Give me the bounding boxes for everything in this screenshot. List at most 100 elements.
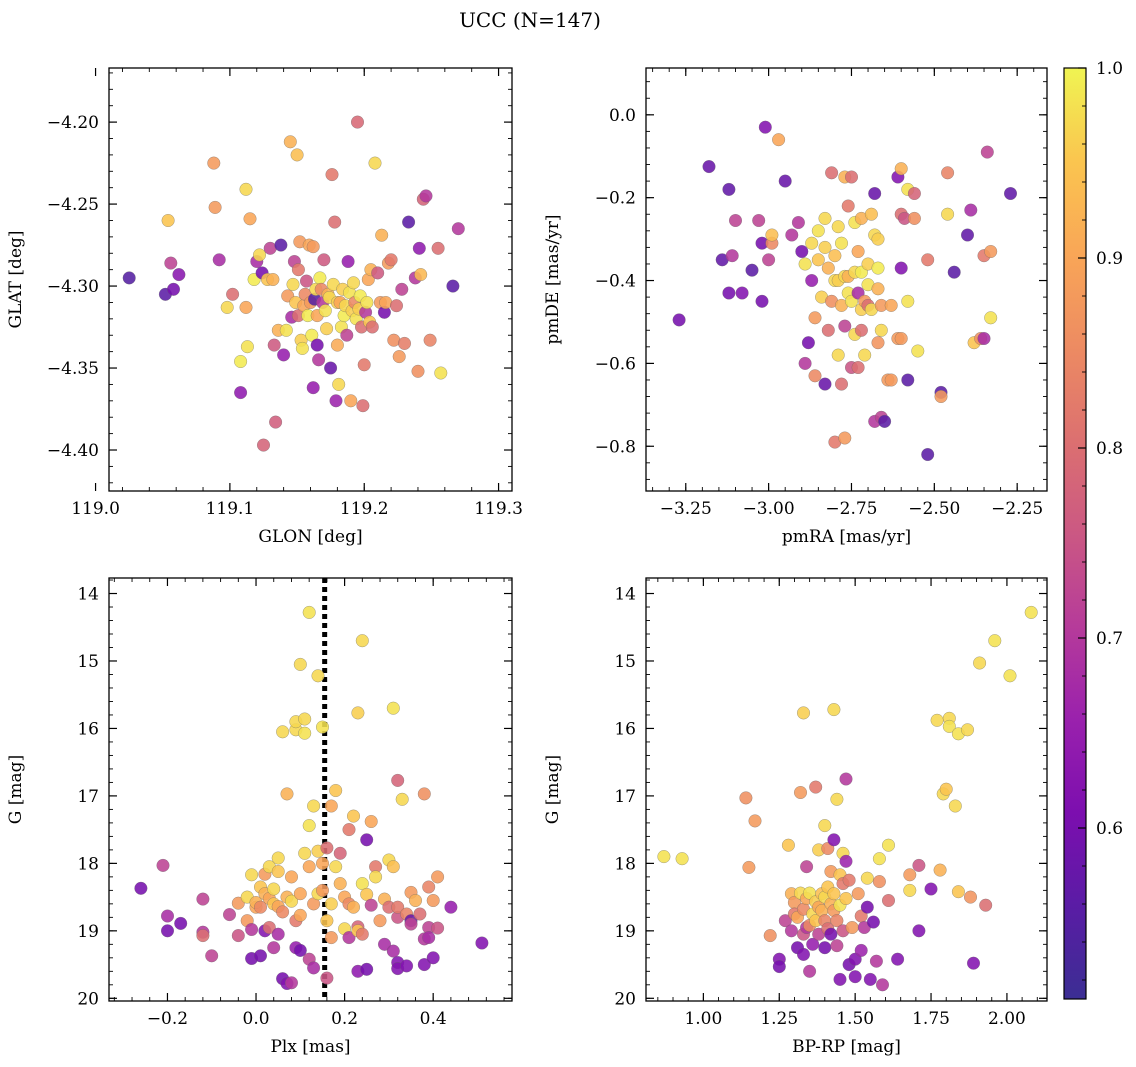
scatter-point [355,634,369,648]
scatter-point [675,852,689,866]
scatter-point [800,860,814,874]
scatter-point [122,271,136,285]
scatter-point [400,959,414,973]
scatter-point [422,880,436,894]
scatter-point [386,860,400,874]
colorbar-tick-label: 0.7 [1096,629,1123,649]
scatter-point [384,253,398,267]
glon-glat-xtick-label: 119.3 [474,499,523,519]
scatter-point [298,712,312,726]
scatter-point [422,931,436,945]
scatter-point [306,381,320,395]
scatter-point [253,949,268,963]
scatter-point [818,819,832,833]
scatter-point [827,887,841,901]
scatter-point [340,328,354,342]
scatter-point [196,929,210,943]
scatter-point [397,336,412,350]
scatter-point [160,924,175,938]
scatter-point [808,311,822,325]
scatter-point [346,900,361,914]
scatter-point [842,873,856,887]
figure-title: UCC (N=147) [459,8,601,32]
scatter-point [924,882,938,896]
scatter-point [344,394,358,408]
scatter-point [1003,669,1017,683]
scatter-point [355,927,369,941]
scatter-point [811,224,825,238]
scatter-point [356,399,370,413]
bprp-g-points [657,605,1038,992]
scatter-point [979,898,993,912]
scatter-point [907,211,921,225]
scatter-point [364,898,378,912]
scatter-point [942,719,956,733]
scatter-point [672,313,686,327]
bprp-g-ytick-label: 14 [614,585,636,605]
plx-g-minor-ticks [109,578,512,1001]
scatter-point [324,897,338,911]
scatter-point [930,713,944,727]
scatter-point [166,282,181,296]
scatter-point [134,881,148,895]
bprp-g-xtick-label: 1.50 [836,1009,874,1029]
scatter-point [360,295,374,310]
plx-g-xtick-label: −0.2 [147,1009,188,1029]
pmra-pmde-ytick-label: −0.8 [595,437,636,457]
plx-g-ytick-label: 20 [77,989,99,1009]
scatter-point [948,799,962,813]
scatter-point [960,723,975,737]
scatter-point [745,263,759,277]
scatter-point [234,354,248,369]
scatter-point [333,846,347,860]
bprp-g-ytick-label: 17 [614,787,636,807]
scatter-point [284,976,299,990]
scatter-point [276,725,290,739]
scatter-point [269,415,283,429]
pmra-pmde-xtick-label: −2.50 [908,499,960,519]
scatter-point [798,356,812,370]
scatter-point [763,929,777,943]
panel-bprp-g: 1.00 1.25 1.50 1.75 2.00 14 15 16 17 18 19 20 BP-RP … [543,577,1048,1057]
scatter-point [342,931,356,945]
bprp-g-xtick-label: 1.25 [760,1009,798,1029]
scatter-point [207,156,221,170]
scatter-point [329,783,343,798]
scatter-point [818,240,832,254]
scatter-point [271,927,285,941]
plx-g-ytick-label: 15 [77,652,99,672]
bprp-g-ytick-label: 18 [614,854,636,874]
pmra-pmde-xtick-label: −3.25 [660,499,712,519]
scatter-point [412,241,426,255]
scatter-point [907,186,921,201]
scatter-point [722,182,736,196]
scatter-point [735,286,749,300]
scatter-point [332,377,346,391]
scatter-point [834,377,849,391]
scatter-point [161,213,175,228]
glon-glat-xtick-label: 119.0 [71,499,120,519]
scatter-point [299,274,314,288]
scatter-point [833,972,847,986]
scatter-point [874,323,888,337]
scatter-point [346,809,361,823]
scatter-point [872,875,886,889]
scatter-point [431,241,445,255]
plx-g-xlabel: Plx [mas] [270,1037,350,1057]
scatter-point [266,272,280,287]
scatter-point [311,669,325,683]
plx-g-ytick-label: 17 [77,787,99,807]
scatter-point [357,358,371,372]
scatter-point [205,949,219,963]
scatter-point [884,373,898,387]
colorbar-tick-label: 1.0 [1096,59,1123,79]
scatter-point [320,841,334,855]
scatter-point [851,360,865,375]
scatter-point [212,253,226,267]
scatter-point [980,145,994,159]
scatter-point [903,883,917,897]
glon-glat-ytick-label: −4.40 [47,441,99,461]
scatter-point [891,952,905,966]
scatter-point [364,814,378,829]
scatter-point [298,846,312,860]
